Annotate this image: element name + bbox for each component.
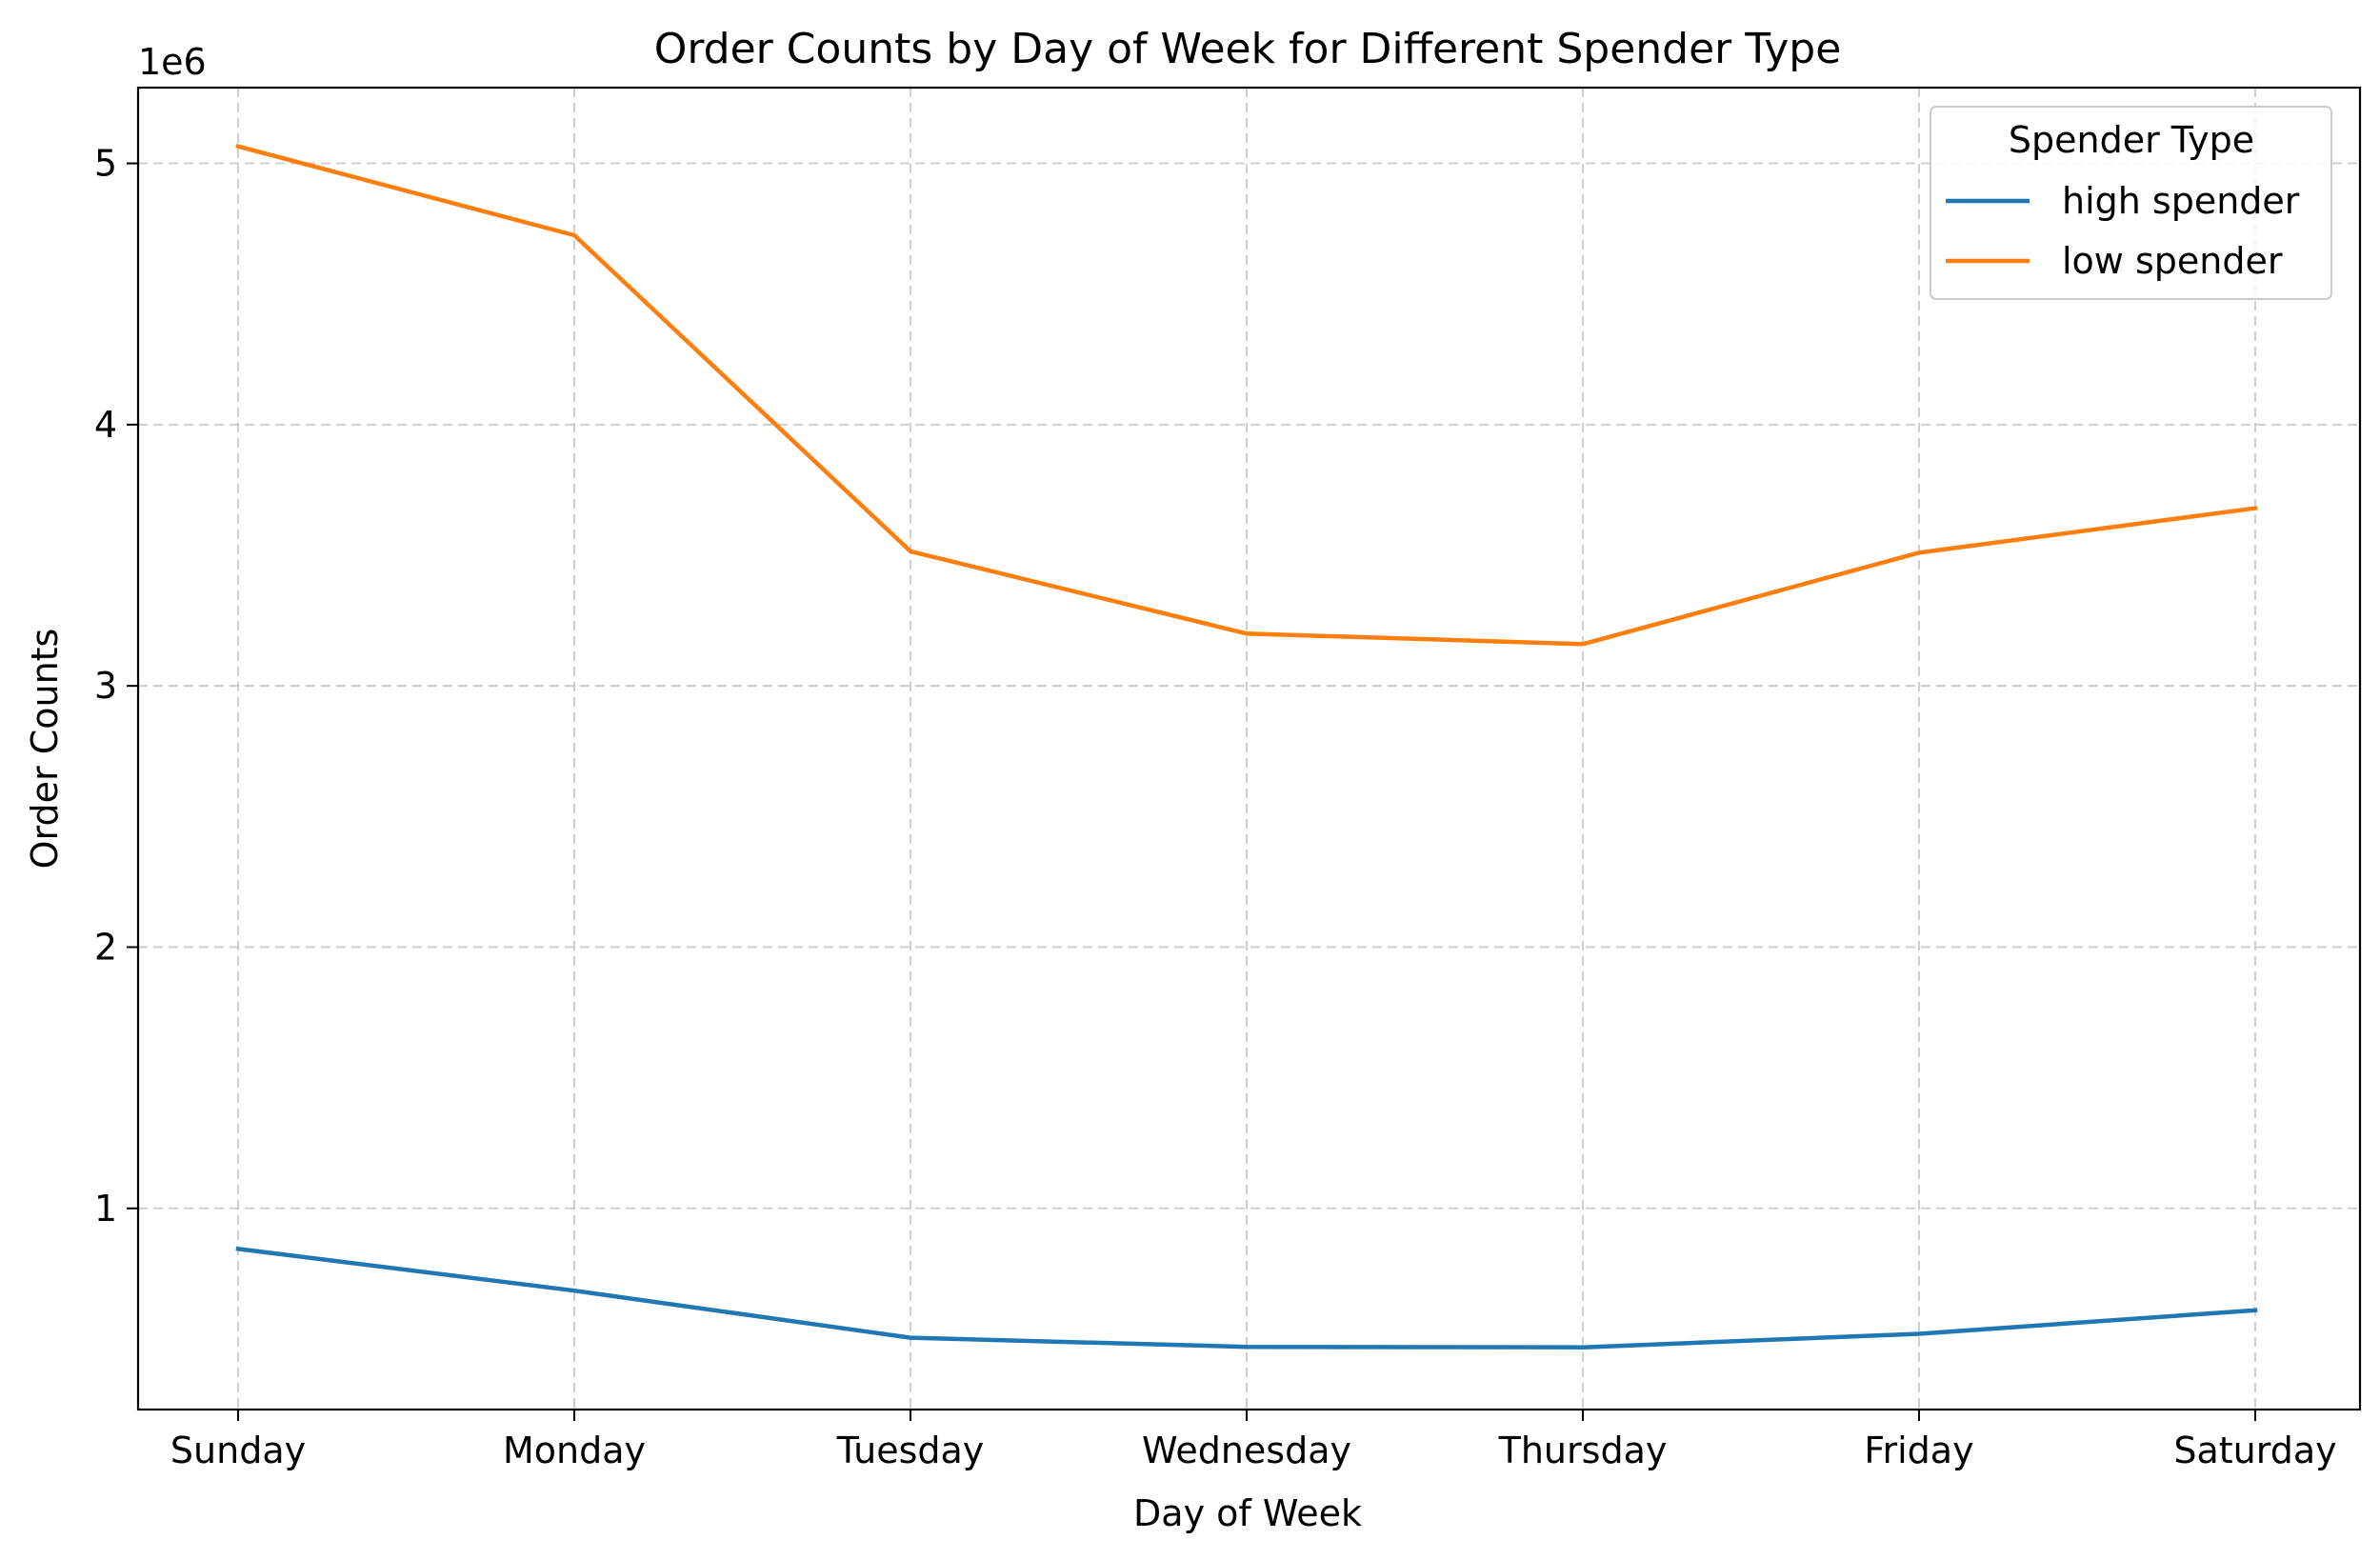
x-tick-label: Tuesday: [836, 1430, 985, 1471]
y-tick-label: 5: [94, 143, 117, 185]
x-tick-label: Sunday: [170, 1430, 306, 1471]
series-line-high-spender: [235, 1246, 2258, 1350]
legend-title: Spender Type: [2009, 119, 2254, 161]
legend-label-low-spender: low spender: [2062, 240, 2283, 282]
y-tick-label: 4: [94, 404, 117, 446]
x-tick-label: Thursday: [1498, 1430, 1668, 1471]
x-axis-ticks: Sunday Monday Tuesday Wednesday Thursday Frid…: [170, 1410, 2337, 1471]
legend-box: [1930, 106, 2332, 300]
x-tick-label: Wednesday: [1142, 1430, 1351, 1471]
y-axis-label: Order Counts: [24, 629, 66, 870]
legend-label-high-spender: high spender: [2062, 180, 2300, 222]
legend: Spender Type high spender low spender: [1930, 106, 2332, 300]
x-tick-label: Friday: [1864, 1430, 1973, 1471]
y-axis-ticks: 1 2 3 4 5: [94, 143, 138, 1230]
series-line-low-spender: [235, 143, 2258, 647]
x-tick-label: Monday: [503, 1430, 646, 1471]
y-axis-offset-label: 1e6: [138, 41, 207, 83]
x-axis-label: Day of Week: [1133, 1492, 1362, 1534]
y-tick-label: 2: [94, 926, 117, 968]
chart-title: Order Counts by Day of Week for Differen…: [654, 25, 1842, 73]
x-tick-label: Saturday: [2173, 1430, 2336, 1471]
y-tick-label: 3: [94, 665, 117, 707]
y-tick-label: 1: [94, 1188, 117, 1230]
plot-area-frame: [136, 86, 2362, 1411]
series-lines: [235, 143, 2258, 1350]
